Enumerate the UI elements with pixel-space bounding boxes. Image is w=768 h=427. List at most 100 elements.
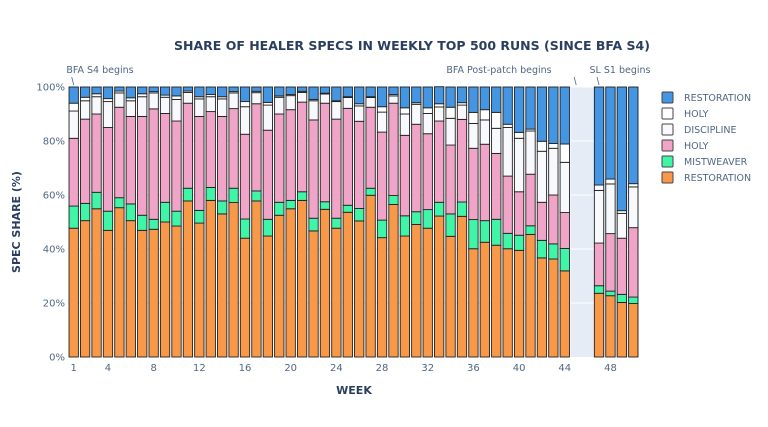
- bar-segment: [217, 98, 228, 117]
- bar-stack: [194, 86, 205, 358]
- bar-segment: [365, 97, 376, 108]
- bar-segment: [171, 95, 182, 100]
- bar-segment: [502, 232, 513, 250]
- legend-item[interactable]: HOLY: [661, 139, 709, 152]
- bar-segment: [285, 208, 296, 358]
- bar-segment: [148, 218, 159, 230]
- legend-item[interactable]: RESTORATION: [661, 91, 751, 104]
- bar-segment: [194, 209, 205, 224]
- legend-item[interactable]: RESTORATION: [661, 171, 751, 184]
- bar-segment: [559, 161, 570, 214]
- bar-stack: [422, 86, 433, 358]
- legend-label: RESTORATION: [684, 173, 751, 184]
- bar-segment: [114, 197, 125, 209]
- bar-segment: [125, 203, 136, 222]
- bar-stack: [319, 86, 331, 358]
- bar-segment: [285, 86, 296, 96]
- bar-segment: [68, 102, 79, 112]
- bar-segment: [479, 220, 490, 243]
- x-tick-label: 44: [558, 363, 571, 374]
- legend-item[interactable]: DISCIPLINE: [661, 123, 737, 136]
- bar-segment: [525, 233, 536, 358]
- bar-segment: [262, 218, 273, 237]
- bar-segment: [308, 217, 319, 232]
- bar-segment: [274, 96, 285, 115]
- bar-stack: [182, 86, 194, 358]
- bar-segment: [513, 131, 525, 139]
- bar-segment: [137, 86, 148, 95]
- annotation-arrow: [596, 76, 600, 86]
- bar-segment: [125, 115, 136, 205]
- legend-label: MISTWEAVER: [684, 157, 748, 168]
- bar-segment: [342, 211, 353, 358]
- bar-segment: [79, 202, 91, 222]
- bar-segment: [331, 86, 342, 102]
- bar-segment: [296, 199, 308, 358]
- bar-stack: [468, 86, 479, 358]
- bar-stack: [125, 86, 136, 358]
- bar-segment: [422, 113, 433, 135]
- bar-segment: [102, 101, 114, 128]
- bar-segment: [102, 229, 114, 358]
- bar-segment: [217, 86, 228, 98]
- bar-stack: [296, 86, 308, 358]
- bar-stack: [399, 86, 411, 358]
- x-tick-label: 40: [513, 363, 526, 374]
- bar-segment: [262, 129, 273, 220]
- bar-segment: [285, 109, 296, 201]
- bar-segment: [102, 210, 114, 231]
- bar-stack: [251, 86, 262, 358]
- bar-stack: [388, 86, 399, 358]
- bar-segment: [239, 237, 251, 358]
- bar-segment: [114, 92, 125, 108]
- bar-segment: [319, 102, 331, 203]
- bar-segment: [91, 86, 102, 95]
- bar-segment: [434, 120, 445, 203]
- legend: RESTORATION HOLY DISCIPLINE HOLY MISTWEA…: [661, 91, 751, 184]
- bar-stack: [91, 86, 102, 358]
- bar-stack: [262, 86, 273, 358]
- bar-segment: [376, 219, 388, 239]
- bar-segment: [559, 143, 570, 163]
- bar-segment: [228, 86, 239, 93]
- x-tick-label: 32: [421, 363, 434, 374]
- bar-segment: [376, 86, 388, 108]
- bar-segment: [548, 194, 559, 245]
- bar-stack: [137, 86, 148, 358]
- bar-segment: [217, 213, 228, 358]
- bar-segment: [525, 130, 536, 175]
- legend-item[interactable]: HOLY: [661, 107, 709, 120]
- annotation-arrow: [71, 76, 75, 86]
- bar-segment: [251, 200, 262, 358]
- bar-segment: [182, 86, 194, 92]
- bar-segment: [388, 102, 399, 196]
- bar-segment: [593, 189, 605, 244]
- bar-segment: [148, 92, 159, 110]
- bar-segment: [399, 134, 411, 217]
- bar-segment: [148, 228, 159, 358]
- bar-segment: [79, 220, 91, 358]
- bar-segment: [388, 203, 399, 358]
- bar-segment: [342, 204, 353, 213]
- bar-segment: [456, 118, 468, 203]
- bar-stack: [171, 86, 182, 358]
- bar-segment: [388, 86, 399, 96]
- bar-segment: [171, 210, 182, 227]
- bar-stack: [479, 86, 490, 358]
- bar-segment: [239, 101, 251, 108]
- bar-segment: [159, 201, 171, 223]
- legend-item[interactable]: MISTWEAVER: [661, 155, 748, 168]
- bar-segment: [513, 137, 525, 193]
- bar-segment: [171, 98, 182, 122]
- bar-segment: [137, 214, 148, 231]
- bar-segment: [205, 96, 216, 113]
- bar-segment: [434, 106, 445, 122]
- bar-stack: [559, 86, 570, 358]
- bar-segment: [285, 95, 296, 111]
- bar-stack: [491, 86, 502, 358]
- bar-stack: [79, 86, 91, 358]
- bar-segment: [605, 86, 616, 180]
- bar-segment: [399, 113, 411, 136]
- bar-segment: [342, 107, 353, 206]
- x-axis-title: WEEK: [336, 384, 372, 397]
